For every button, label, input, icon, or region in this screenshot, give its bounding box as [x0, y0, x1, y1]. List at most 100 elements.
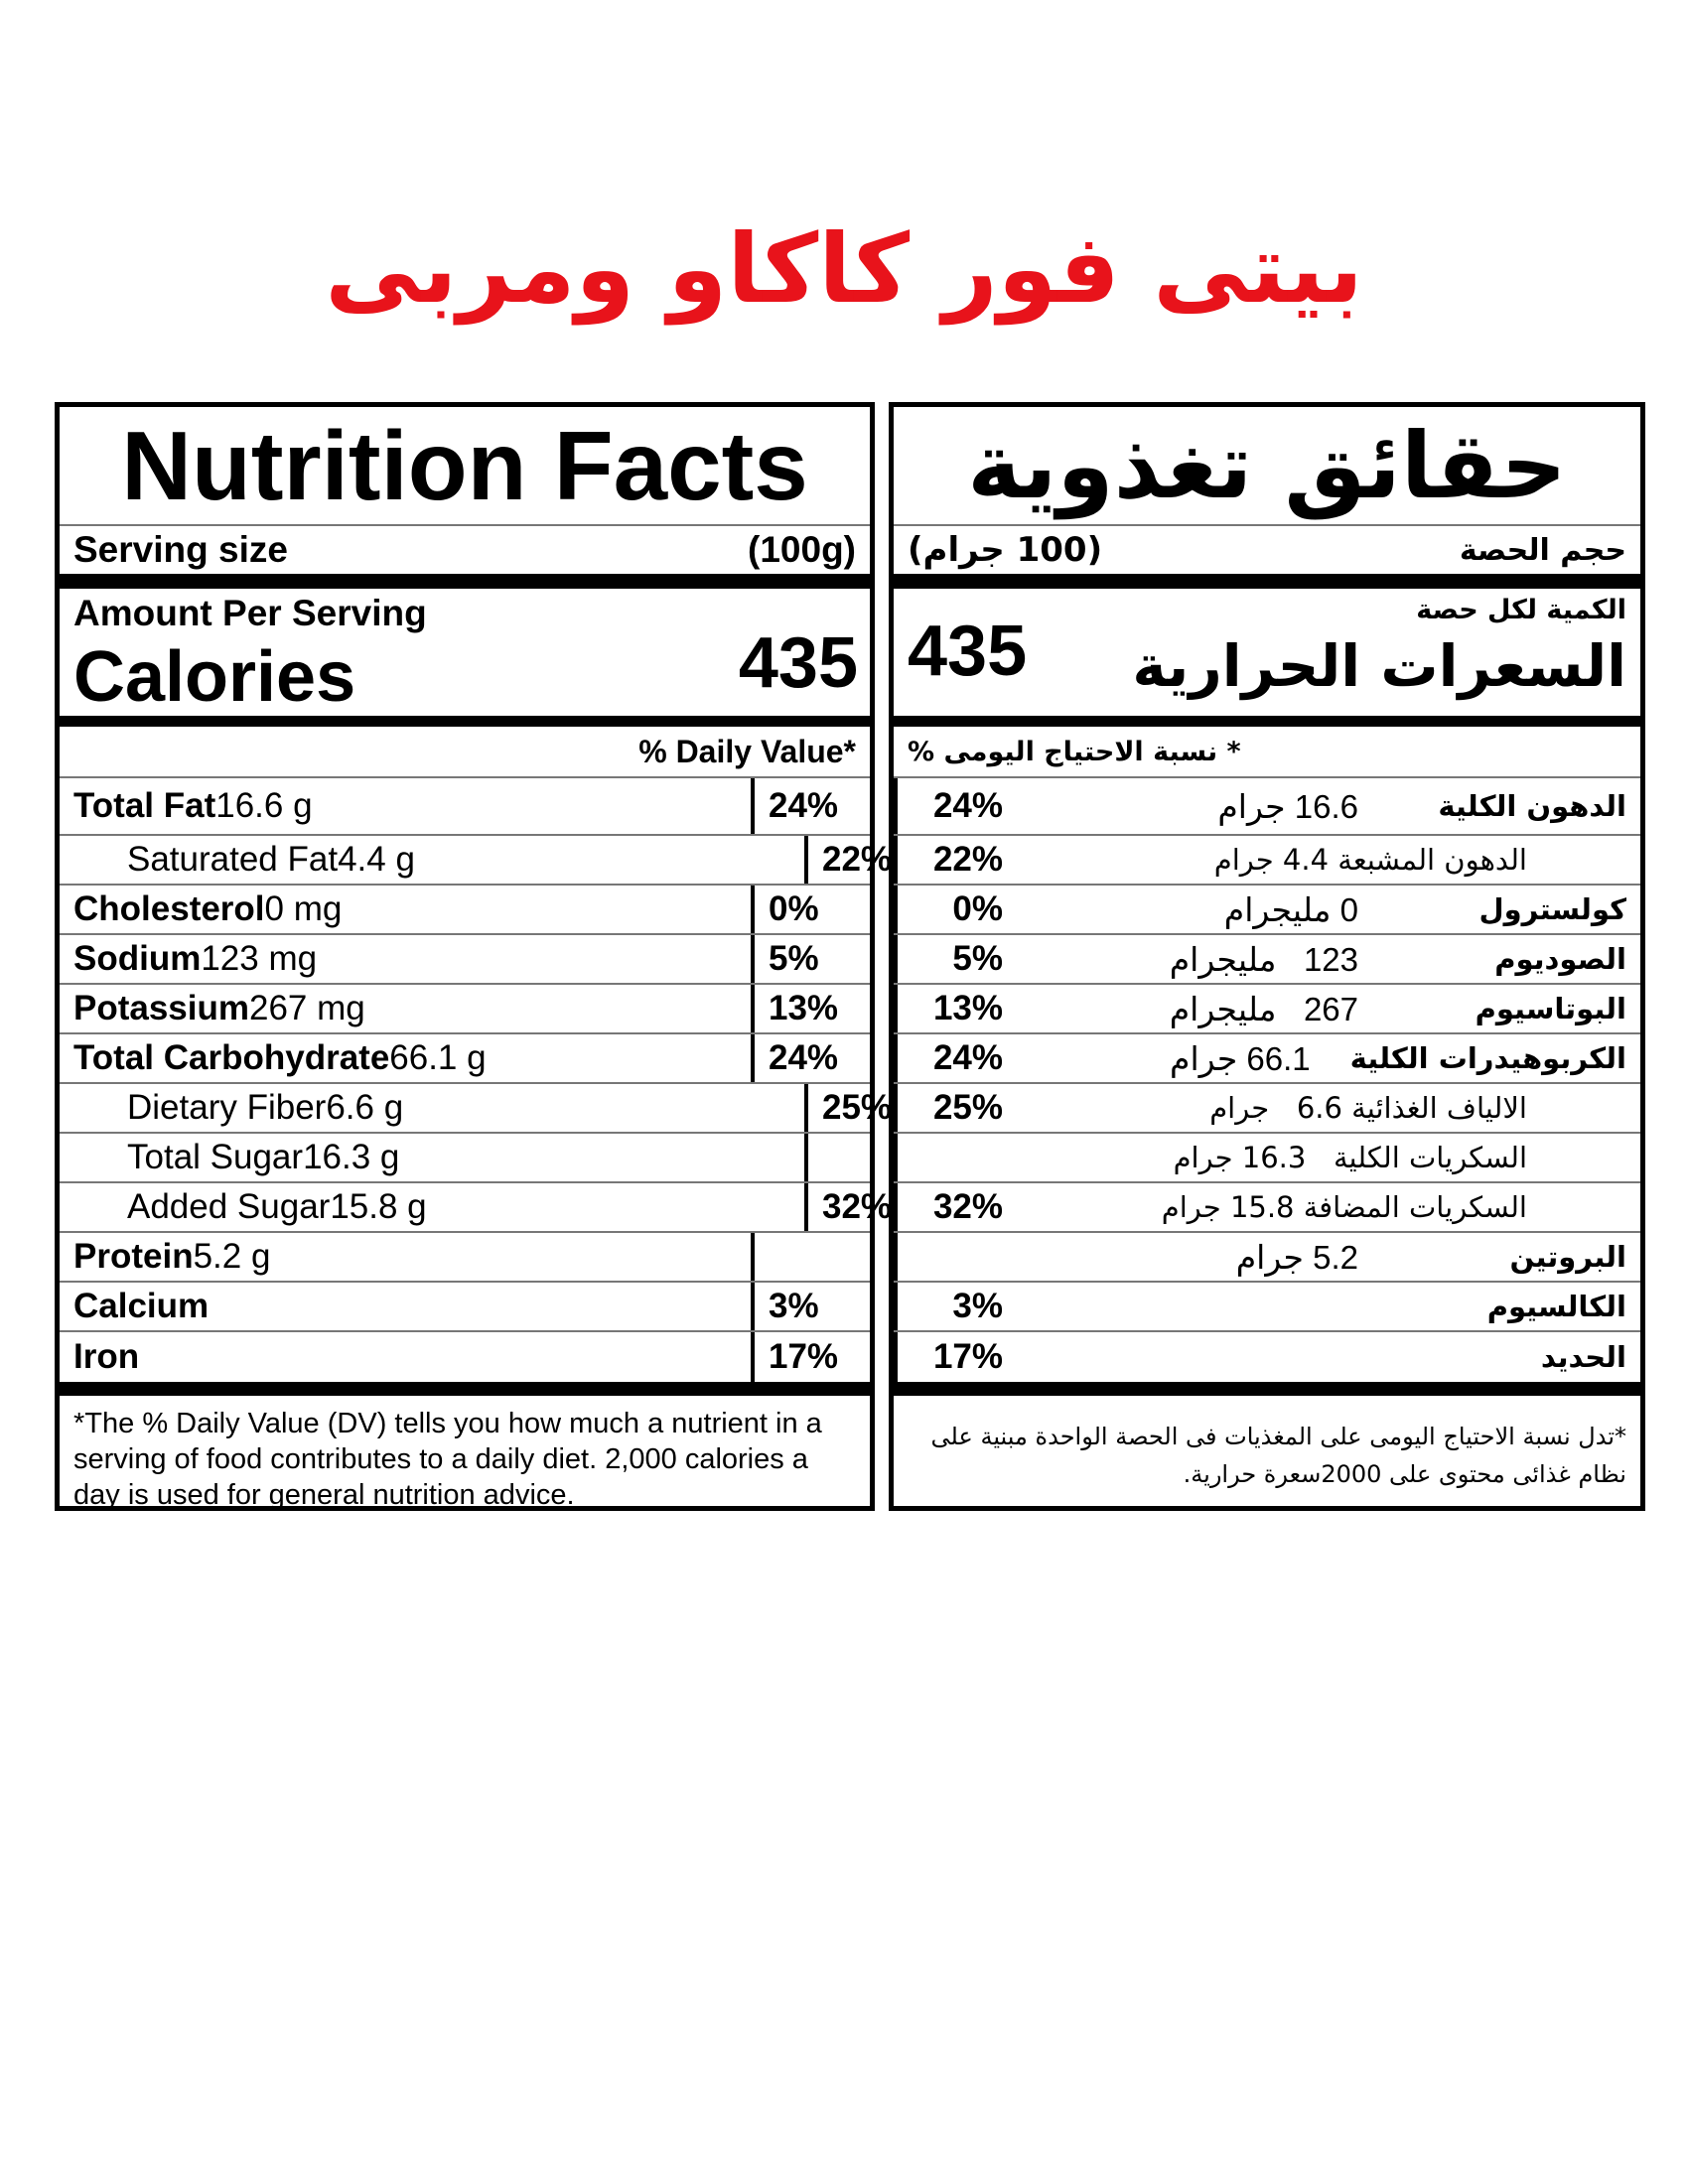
serving-size-row: Serving size (100g) [60, 526, 870, 574]
nutrient-name: الكربوهيدرات الكلية [1349, 1041, 1626, 1075]
nutrition-facts-english: Nutrition Facts Serving size (100g) Amou… [55, 402, 892, 1511]
nutrient-name: السكريات الكلية 16.3 جرام [1173, 1141, 1527, 1174]
daily-value: 0% [894, 886, 1013, 933]
daily-value: 25% [894, 1084, 1013, 1132]
daily-value: 22% [894, 836, 1013, 884]
nutrient-name-cell: Saturated Fat 4.4 g [60, 836, 808, 884]
nutrient-amount: 6.6 g [326, 1088, 404, 1127]
daily-value [894, 1233, 1013, 1281]
nutrient-name: Total Fat [73, 786, 216, 825]
daily-value: 24% [894, 778, 1013, 834]
nutrient-amount: 5.2 g [193, 1237, 271, 1276]
serving-value: (100g) [748, 529, 856, 570]
nutrient-name-cell: Total Fat 16.6 g [60, 778, 755, 834]
nutrient-row: Added Sugar 15.8 g 32% [60, 1183, 892, 1233]
daily-value: 17% [769, 1337, 839, 1376]
nutrient-amount: 66.1 g [389, 1038, 487, 1077]
nutrient-name: الالياف الغذائية 6.6 جرام [1209, 1091, 1527, 1125]
nutrient-name-cell: الالياف الغذائية 6.6 جرام [1013, 1084, 1640, 1132]
nutrient-name: البروتين [1509, 1240, 1626, 1274]
divider [60, 574, 870, 589]
nutrient-row: Calcium 3% [60, 1283, 870, 1332]
nutrient-name: Protein [73, 1237, 194, 1276]
daily-value: 3% [769, 1287, 819, 1325]
divider [60, 1382, 870, 1396]
nutrient-name: الكالسيوم [1486, 1290, 1626, 1323]
nutrient-row: السكريات المضافة 15.8 جرام 32% [894, 1183, 1640, 1233]
nutrient-row: Iron 17% [60, 1332, 870, 1382]
calories-block: الكمية لكل حصة السعرات الحرارية 435 [894, 589, 1640, 716]
nutrient-name: السكريات المضافة 15.8 جرام [1161, 1190, 1527, 1224]
panel-header: Nutrition Facts [60, 407, 870, 526]
nutrient-name: الدهون المشبعة 4.4 جرام [1213, 843, 1527, 877]
nutrient-row: الدهون الكلية 16.6 جرام 24% [894, 778, 1640, 836]
daily-value [755, 1233, 782, 1281]
nutrient-name-cell: Total Sugar 16.3 g [60, 1134, 808, 1181]
daily-value: 24% [769, 1038, 839, 1077]
nutrient-name: Total Sugar [127, 1138, 304, 1176]
nutrient-row: Total Sugar 16.3 g [60, 1134, 870, 1183]
nutrient-name-cell: الكالسيوم [1013, 1283, 1640, 1330]
daily-value: 32% [822, 1187, 893, 1226]
nutrient-row: Sodium 123 mg 5% [60, 935, 870, 985]
nutrient-row: الكالسيوم 3% [894, 1283, 1640, 1332]
daily-value: 24% [769, 786, 839, 825]
nutrient-name-cell: Cholesterol 0 mg [60, 886, 755, 933]
nutrient-name-cell: السكريات المضافة 15.8 جرام [1013, 1183, 1640, 1231]
nutrient-amount: 267 مليجرام [1169, 990, 1358, 1027]
nutrient-row: Protein 5.2 g [60, 1233, 870, 1283]
nutrient-amount: 66.1 جرام [1170, 1039, 1311, 1077]
divider [894, 1382, 1640, 1396]
nutrient-name-cell: السكريات الكلية 16.3 جرام [1013, 1134, 1640, 1181]
nutrient-row: Cholesterol 0 mg 0% [60, 886, 870, 935]
nutrient-amount: 123 مليجرام [1169, 940, 1358, 978]
nutrient-row: Saturated Fat 4.4 g 22% [60, 836, 892, 886]
panel-header: حقائق تغذوية [894, 407, 1640, 526]
nutrient-row: الكربوهيدرات الكلية 66.1 جرام 24% [894, 1034, 1640, 1084]
daily-value [808, 1134, 836, 1181]
nutrient-name: Cholesterol [73, 889, 265, 928]
amount-per-serving: الكمية لكل حصة [1416, 595, 1626, 625]
footnote: *تدل نسبة الاحتياج اليومى على المغذيات ف… [930, 1423, 1626, 1488]
daily-value-header: % Daily Value* [60, 727, 870, 778]
nutrient-amount: 0 mg [264, 889, 343, 928]
calories-label: السعرات الحرارية [1132, 632, 1626, 700]
daily-value: 13% [894, 985, 1013, 1032]
nutrient-name: Dietary Fiber [127, 1088, 327, 1127]
nutrition-facts-arabic: حقائق تغذوية حجم الحصة (100 جرام) الكمية… [889, 402, 1645, 1511]
daily-value: 5% [769, 939, 819, 978]
nutrient-name-cell: الدهون المشبعة 4.4 جرام [1013, 836, 1640, 884]
nutrient-name: الصوديوم [1494, 942, 1626, 976]
serving-label: حجم الحصة [1459, 532, 1626, 568]
nutrient-amount: 15.8 g [330, 1187, 427, 1226]
daily-value: 0% [769, 889, 819, 928]
nutrient-name-cell: الدهون الكلية 16.6 جرام [1013, 778, 1640, 834]
nutrient-row: الدهون المشبعة 4.4 جرام 22% [894, 836, 1640, 886]
nutrient-name-cell: البوتاسيوم 267 مليجرام [1013, 985, 1640, 1032]
nutrient-name-cell: الحديد [1013, 1332, 1640, 1382]
daily-value: 24% [894, 1034, 1013, 1082]
nutrient-name-cell: كولسترول 0 مليجرام [1013, 886, 1640, 933]
nutrient-name-cell: Dietary Fiber 6.6 g [60, 1084, 808, 1132]
nutrient-name: Calcium [73, 1287, 210, 1325]
nutrient-name-cell: Total Carbohydrate 66.1 g [60, 1034, 755, 1082]
nutrient-row: Total Fat 16.6 g 24% [60, 778, 870, 836]
calories-block: Amount Per Serving Calories 435 [60, 589, 870, 717]
nutrient-name-cell: Iron [60, 1332, 755, 1382]
daily-value: 25% [822, 1088, 893, 1127]
serving-value: (100 جرام) [908, 530, 1103, 570]
divider [894, 574, 1640, 589]
nutrient-name: البوتاسيوم [1475, 992, 1626, 1025]
nutrient-name-cell: الصوديوم 123 مليجرام [1013, 935, 1640, 983]
daily-value [894, 1134, 1013, 1181]
daily-value: 13% [769, 989, 839, 1027]
product-title: بيتى فور كاكاو ومربى [325, 213, 1363, 325]
nutrient-name: Total Carbohydrate [73, 1038, 390, 1077]
nutrient-amount: 16.3 g [303, 1138, 400, 1176]
daily-value: 5% [894, 935, 1013, 983]
nutrient-name-cell: Calcium [60, 1283, 755, 1330]
nutrient-name: Iron [73, 1337, 140, 1376]
nutrient-name: الدهون الكلية [1438, 789, 1626, 823]
nutrient-row: البروتين 5.2 جرام [894, 1233, 1640, 1283]
serving-size-row: حجم الحصة (100 جرام) [894, 526, 1640, 574]
